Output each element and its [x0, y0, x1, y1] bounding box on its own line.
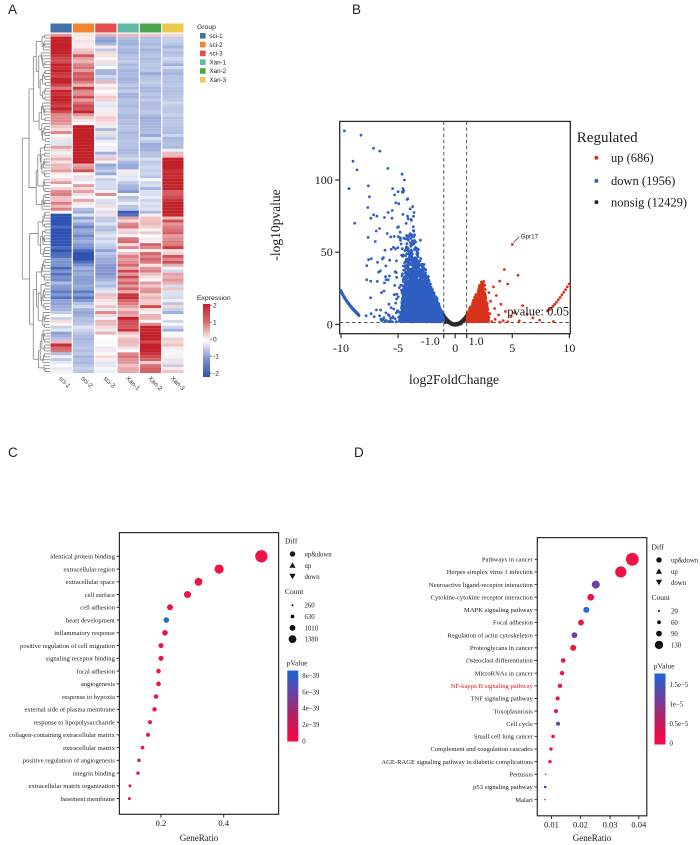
- svg-text:-2: -2: [213, 370, 219, 377]
- svg-text:B: B: [352, 2, 361, 17]
- svg-text:5: 5: [509, 341, 515, 355]
- svg-text:50: 50: [321, 245, 333, 259]
- svg-text:A: A: [8, 2, 17, 17]
- svg-text:D: D: [354, 445, 364, 460]
- svg-text:sci-1: sci-1: [210, 33, 224, 40]
- svg-text:-1.0: -1.0: [421, 334, 440, 348]
- svg-text:Group: Group: [197, 24, 216, 31]
- svg-text:sci-2: sci-2: [210, 42, 224, 49]
- svg-text:Xan-3: Xan-3: [210, 77, 227, 84]
- svg-text:2: 2: [213, 302, 217, 309]
- svg-text:Xan-2: Xan-2: [210, 68, 227, 75]
- svg-text:-1: -1: [213, 353, 219, 360]
- svg-text:-10: -10: [333, 341, 349, 355]
- svg-text:1.0: 1.0: [469, 334, 484, 348]
- svg-text:-log10pvalue: -log10pvalue: [268, 189, 283, 260]
- svg-text:C: C: [8, 445, 18, 460]
- svg-text:log2FoldChange: log2FoldChange: [409, 372, 499, 387]
- svg-text:1: 1: [213, 319, 217, 326]
- svg-text:100: 100: [315, 173, 333, 187]
- svg-text:10: 10: [563, 341, 575, 355]
- svg-text:Xan-1: Xan-1: [210, 59, 227, 66]
- svg-text:0: 0: [452, 341, 458, 355]
- svg-text:0: 0: [213, 336, 217, 343]
- svg-text:sci-3: sci-3: [210, 51, 224, 58]
- svg-text:0: 0: [327, 317, 333, 331]
- svg-text:Expression: Expression: [197, 295, 231, 302]
- svg-text:-5: -5: [393, 341, 403, 355]
